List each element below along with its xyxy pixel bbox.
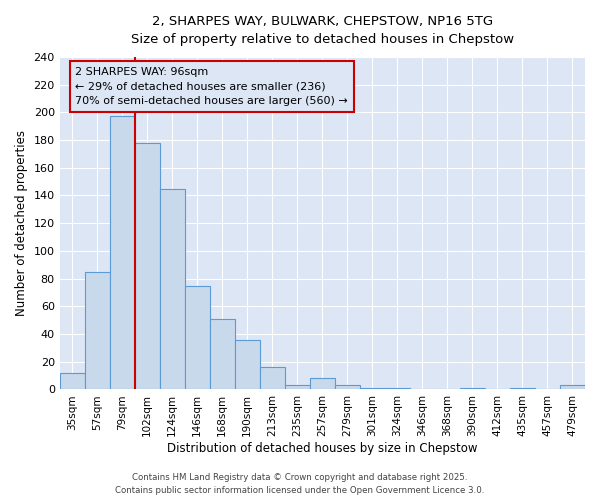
Bar bbox=[360, 388, 385, 390]
Bar bbox=[185, 286, 210, 390]
Bar bbox=[135, 143, 160, 390]
Bar bbox=[85, 272, 110, 390]
X-axis label: Distribution of detached houses by size in Chepstow: Distribution of detached houses by size … bbox=[167, 442, 478, 455]
Bar bbox=[160, 188, 185, 390]
Bar bbox=[110, 116, 135, 390]
Bar bbox=[560, 386, 585, 390]
Bar bbox=[235, 340, 260, 390]
Text: Contains HM Land Registry data © Crown copyright and database right 2025.
Contai: Contains HM Land Registry data © Crown c… bbox=[115, 474, 485, 495]
Bar bbox=[59, 373, 85, 390]
Bar bbox=[460, 388, 485, 390]
Y-axis label: Number of detached properties: Number of detached properties bbox=[15, 130, 28, 316]
Title: 2, SHARPES WAY, BULWARK, CHEPSTOW, NP16 5TG
Size of property relative to detache: 2, SHARPES WAY, BULWARK, CHEPSTOW, NP16 … bbox=[131, 15, 514, 46]
Bar bbox=[285, 386, 310, 390]
Bar bbox=[385, 388, 410, 390]
Bar bbox=[260, 368, 285, 390]
Bar bbox=[510, 388, 535, 390]
Bar bbox=[210, 319, 235, 390]
Bar bbox=[310, 378, 335, 390]
Text: 2 SHARPES WAY: 96sqm
← 29% of detached houses are smaller (236)
70% of semi-deta: 2 SHARPES WAY: 96sqm ← 29% of detached h… bbox=[76, 67, 348, 106]
Bar bbox=[335, 386, 360, 390]
